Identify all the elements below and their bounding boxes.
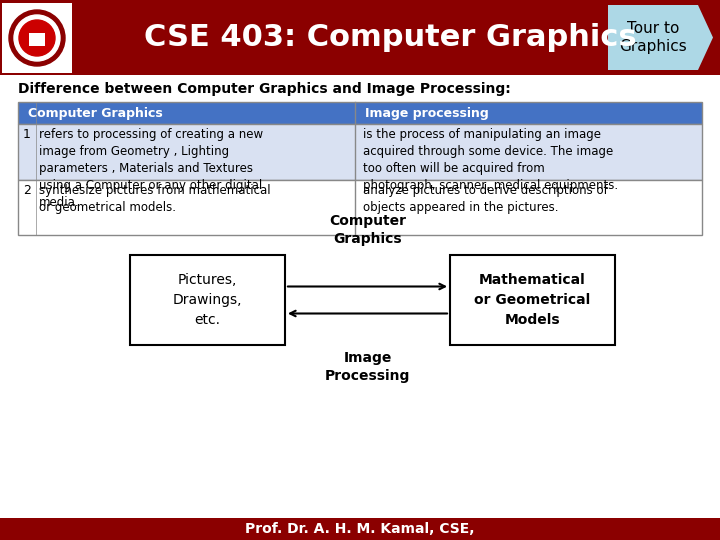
FancyBboxPatch shape	[18, 180, 702, 235]
Text: CSE 403: Computer Graphics: CSE 403: Computer Graphics	[144, 24, 636, 52]
FancyBboxPatch shape	[29, 33, 45, 46]
FancyBboxPatch shape	[18, 124, 702, 180]
Polygon shape	[608, 5, 713, 70]
Text: Mathematical
or Geometrical
Models: Mathematical or Geometrical Models	[474, 273, 590, 327]
Text: Pictures,
Drawings,
etc.: Pictures, Drawings, etc.	[173, 273, 242, 327]
FancyBboxPatch shape	[18, 102, 702, 124]
Text: Computer
Graphics: Computer Graphics	[329, 214, 406, 246]
Text: 2: 2	[23, 184, 31, 197]
FancyBboxPatch shape	[2, 3, 72, 73]
Text: Difference between Computer Graphics and Image Processing:: Difference between Computer Graphics and…	[18, 82, 510, 96]
Circle shape	[19, 20, 55, 56]
Circle shape	[9, 10, 65, 66]
Text: synthesize pictures from mathematical
or geometrical models.: synthesize pictures from mathematical or…	[39, 184, 271, 214]
Text: Computer Graphics: Computer Graphics	[28, 106, 163, 119]
Text: Image processing: Image processing	[365, 106, 489, 119]
Text: Prof. Dr. A. H. M. Kamal, CSE,: Prof. Dr. A. H. M. Kamal, CSE,	[246, 522, 474, 536]
FancyBboxPatch shape	[0, 518, 720, 540]
FancyBboxPatch shape	[0, 0, 720, 75]
Text: Tour to
Graphics: Tour to Graphics	[619, 21, 687, 53]
Text: is the process of manipulating an image
acquired through some device. The image
: is the process of manipulating an image …	[363, 128, 618, 192]
Text: refers to processing of creating a new
image from Geometry , Lighting
parameters: refers to processing of creating a new i…	[39, 128, 263, 209]
FancyBboxPatch shape	[130, 255, 285, 345]
Text: Image
Processing: Image Processing	[325, 351, 410, 383]
Text: 1: 1	[23, 128, 31, 141]
Text: analyze pictures to derive descriptions of
objects appeared in the pictures.: analyze pictures to derive descriptions …	[363, 184, 608, 214]
Circle shape	[4, 5, 70, 71]
FancyBboxPatch shape	[450, 255, 615, 345]
Circle shape	[14, 15, 60, 61]
